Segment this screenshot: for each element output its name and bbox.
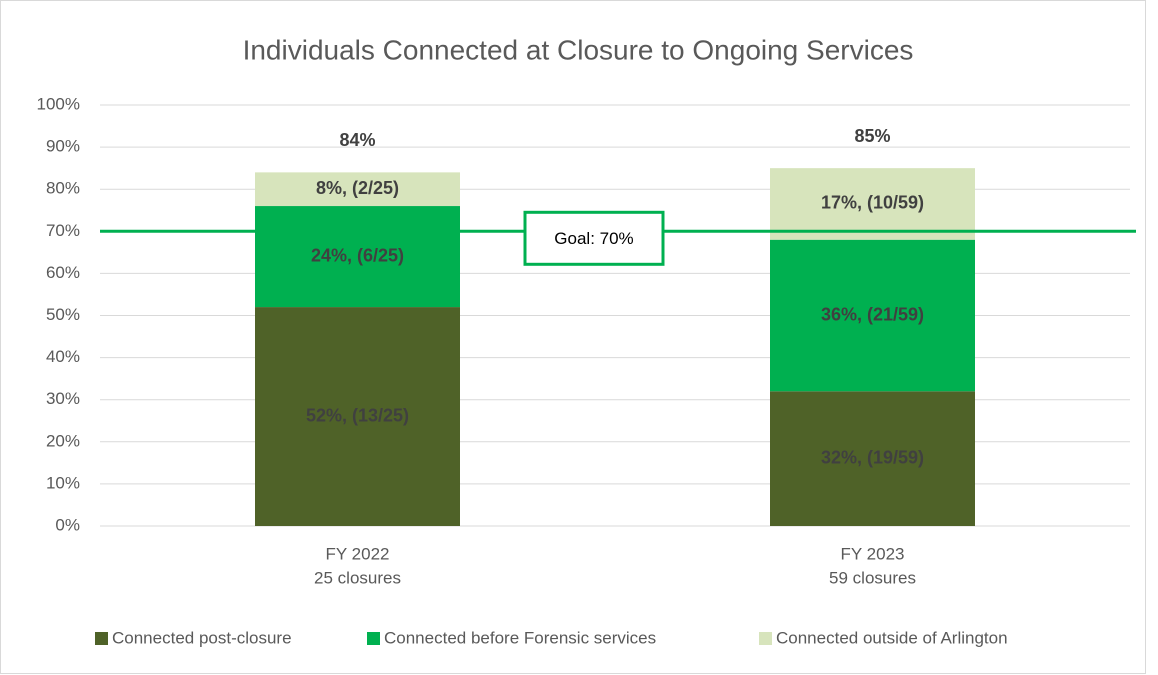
legend-swatch bbox=[759, 632, 772, 645]
data-label: 17%, (10/59) bbox=[821, 193, 924, 213]
y-tick-label: 70% bbox=[46, 221, 80, 240]
y-tick-label: 20% bbox=[46, 431, 80, 450]
legend-label: Connected outside of Arlington bbox=[776, 628, 1008, 647]
data-label: 8%, (2/25) bbox=[316, 178, 399, 198]
bar-segment bbox=[255, 172, 460, 207]
legend-label: Connected before Forensic services bbox=[384, 628, 656, 647]
data-label: 24%, (6/25) bbox=[311, 245, 404, 265]
data-label: 32%, (19/59) bbox=[821, 447, 924, 467]
y-tick-label: 10% bbox=[46, 473, 80, 492]
legend-swatch bbox=[367, 632, 380, 645]
y-tick-label: 50% bbox=[46, 305, 80, 324]
total-label: 85% bbox=[854, 126, 890, 146]
bar-segment bbox=[255, 307, 460, 526]
total-label: 84% bbox=[339, 130, 375, 150]
y-tick-label: 60% bbox=[46, 263, 80, 282]
goal-label: Goal: 70% bbox=[554, 229, 633, 248]
x-tick-label: 59 closures bbox=[829, 568, 916, 587]
bar-segment bbox=[770, 168, 975, 240]
x-tick-label: FY 2023 bbox=[841, 544, 905, 563]
x-tick-label: FY 2022 bbox=[326, 544, 390, 563]
y-tick-label: 100% bbox=[37, 94, 80, 113]
y-tick-label: 30% bbox=[46, 389, 80, 408]
bar-segment bbox=[255, 206, 460, 308]
bar-segment bbox=[770, 391, 975, 526]
y-tick-label: 90% bbox=[46, 137, 80, 156]
legend-swatch bbox=[95, 632, 108, 645]
data-label: 52%, (13/25) bbox=[306, 405, 409, 425]
y-tick-label: 80% bbox=[46, 179, 80, 198]
y-tick-label: 40% bbox=[46, 347, 80, 366]
goal-box bbox=[523, 210, 665, 266]
data-label: 36%, (21/59) bbox=[821, 304, 924, 324]
legend-label: Connected post-closure bbox=[112, 628, 292, 647]
bar-segment bbox=[770, 239, 975, 392]
y-tick-label: 0% bbox=[55, 515, 80, 534]
chart-title: Individuals Connected at Closure to Ongo… bbox=[243, 34, 914, 65]
x-tick-label: 25 closures bbox=[314, 568, 401, 587]
